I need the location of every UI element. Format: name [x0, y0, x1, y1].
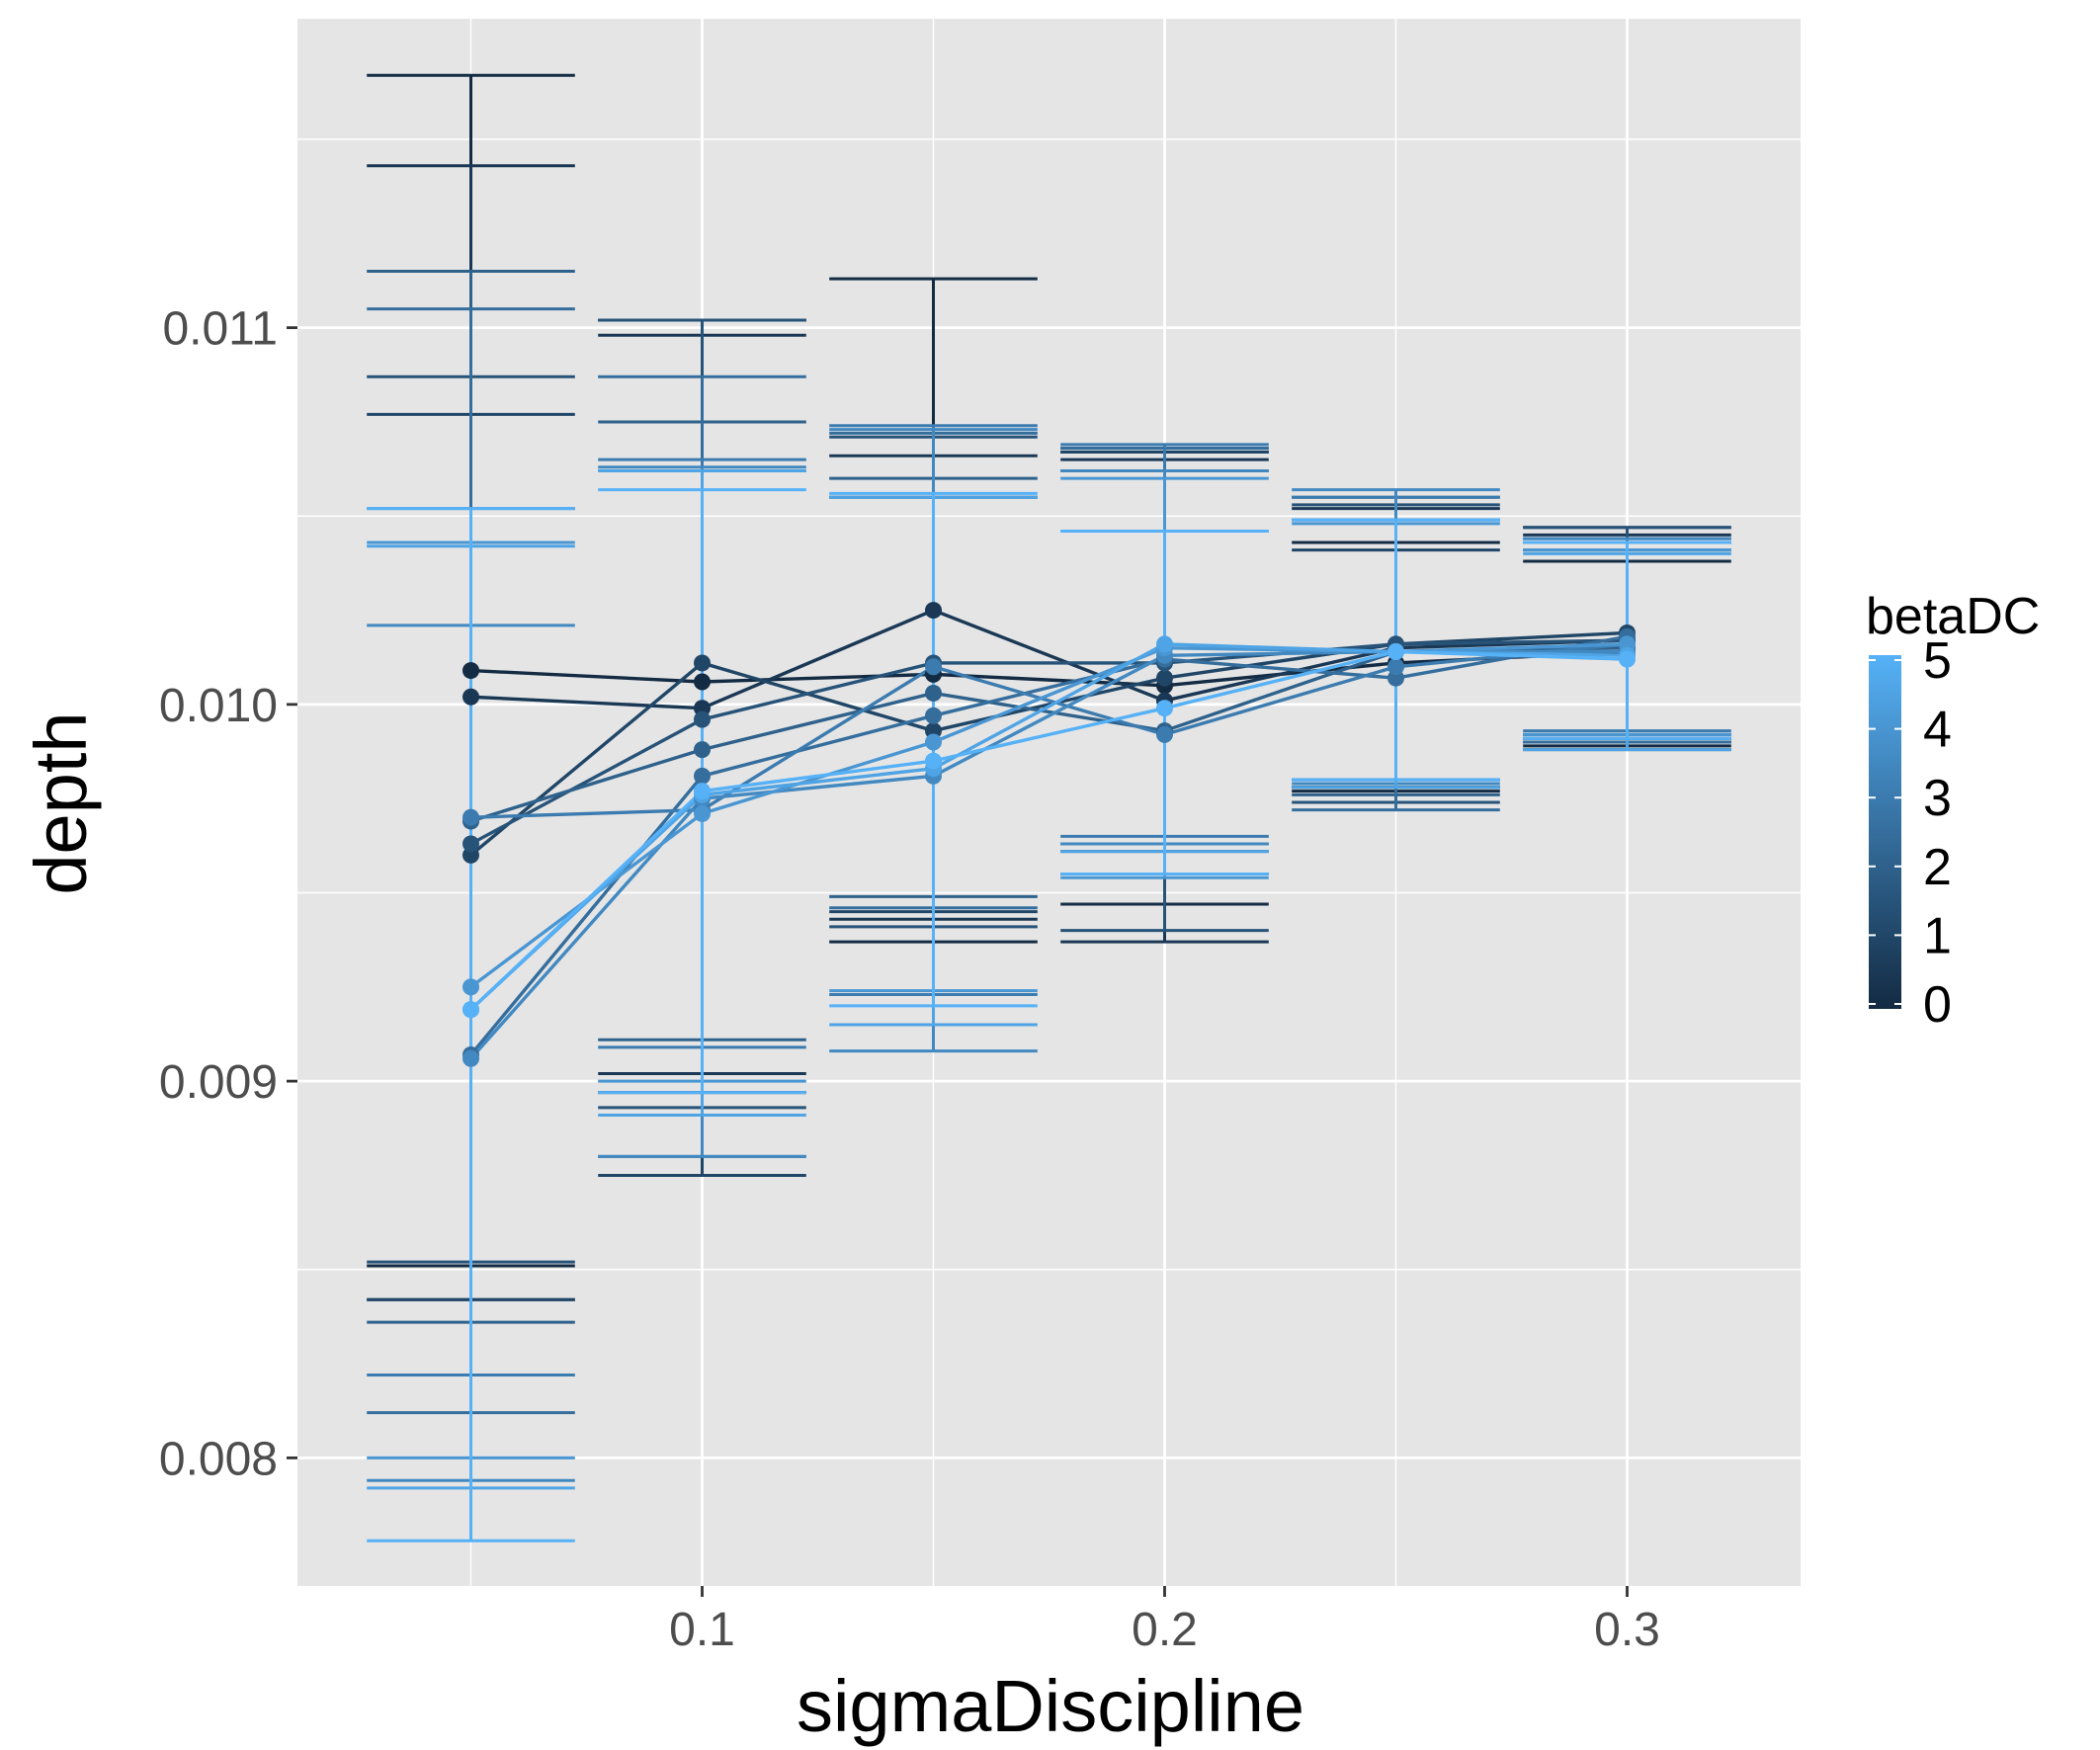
legend-label: 5 — [1923, 632, 1952, 690]
data-point — [694, 654, 711, 672]
data-point — [1387, 643, 1404, 660]
y-tick-label: 0.008 — [159, 1433, 278, 1485]
x-tick-label: 0.2 — [1132, 1604, 1198, 1656]
data-point — [925, 733, 942, 751]
data-point — [694, 767, 711, 785]
data-point — [925, 602, 942, 620]
plot-panel — [297, 19, 1801, 1586]
data-point — [694, 710, 711, 728]
series-line — [470, 649, 1628, 688]
data-point — [694, 673, 711, 691]
legend-label: 4 — [1923, 702, 1952, 759]
series-line — [469, 649, 1628, 1011]
legend-label: 0 — [1923, 976, 1952, 1034]
legend-title: betaDC — [1866, 588, 2040, 645]
data-point — [694, 783, 711, 800]
x-tick-label: 0.1 — [669, 1604, 735, 1656]
data-point — [1387, 658, 1404, 676]
data-point — [1156, 725, 1173, 743]
data-point — [1156, 635, 1173, 653]
y-tick-label: 0.011 — [162, 303, 278, 356]
legend-label: 1 — [1923, 907, 1952, 964]
series-line — [469, 638, 1628, 846]
y-tick-label: 0.010 — [159, 680, 278, 732]
series-line — [470, 642, 1628, 819]
data-point — [462, 688, 479, 706]
data-point — [694, 804, 711, 822]
legend-ticks: 0 1 2 3 4 5 — [1869, 632, 1952, 1034]
legend-colorbar — [1869, 655, 1901, 1009]
y-tick-label: 0.009 — [159, 1056, 278, 1109]
data-point — [462, 978, 479, 996]
y-axis: 0.008 0.009 0.010 0.011 — [159, 303, 297, 1485]
legend-label: 3 — [1923, 770, 1952, 827]
series-line — [469, 642, 1628, 989]
data-point — [694, 741, 711, 759]
data-point — [1619, 650, 1636, 668]
data-point — [925, 707, 942, 724]
data-point — [925, 752, 942, 770]
data-point — [925, 658, 942, 676]
series-points — [462, 602, 1636, 1067]
data-point — [462, 835, 479, 853]
data-point — [925, 684, 942, 702]
x-axis-title: sigmaDiscipline — [797, 1665, 1304, 1747]
data-point — [1156, 700, 1173, 717]
legend: betaDC 0 1 2 3 4 5 — [1866, 588, 2040, 1034]
data-point — [1156, 669, 1173, 687]
series-line — [470, 608, 1628, 710]
series-lines — [469, 608, 1628, 1060]
data-point — [462, 1001, 479, 1019]
data-point — [462, 1049, 479, 1067]
data-point — [462, 662, 479, 680]
series-line — [469, 634, 1628, 1056]
y-axis-title: depth — [20, 711, 102, 894]
legend-label: 2 — [1923, 839, 1952, 896]
x-tick-label: 0.3 — [1594, 1604, 1660, 1656]
x-axis: 0.1 0.2 0.3 — [669, 1586, 1660, 1656]
data-point — [462, 808, 479, 826]
